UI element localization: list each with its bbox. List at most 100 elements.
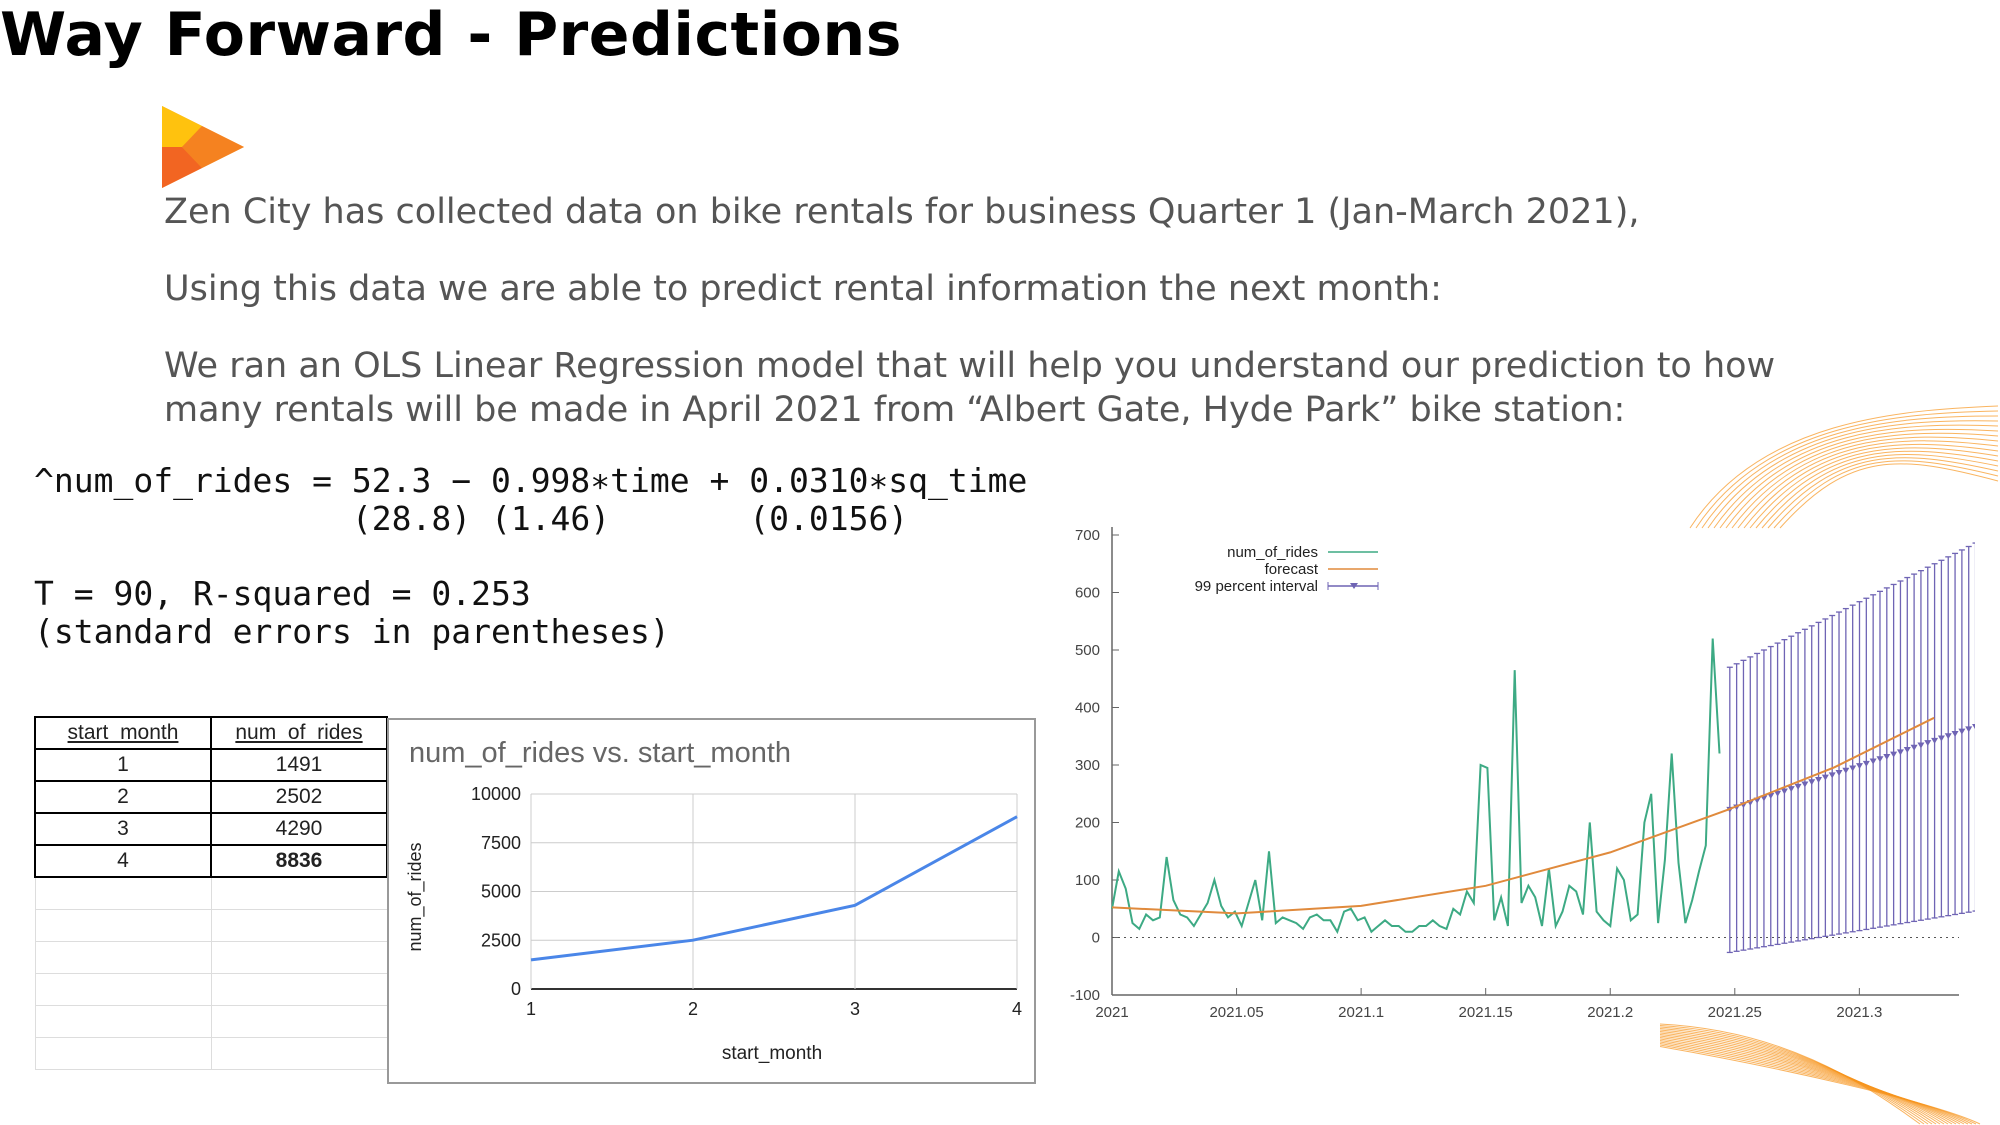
legend-label: num_of_rides: [1227, 544, 1318, 561]
series-line: [530, 815, 1018, 962]
forecast-line: [1111, 716, 1935, 915]
decorative-curve: [1660, 1043, 1973, 1125]
x-tick-label: 1: [526, 999, 536, 1019]
interval-marker: [1842, 767, 1850, 774]
empty-cell: [34, 1005, 212, 1038]
interval-marker: [1856, 763, 1864, 770]
y-tick-label: 10000: [471, 784, 521, 804]
y-tick-label: -100: [1070, 987, 1100, 1004]
decorative-curves-bottom: [1660, 1023, 1981, 1125]
decorative-curve: [1701, 415, 1999, 529]
regression-standard-errors: (28.8) (1.46) (0.0156): [34, 499, 909, 538]
interval-marker: [1896, 749, 1904, 756]
interval-marker: [1835, 770, 1843, 777]
x-tick-label: 2021: [1095, 1004, 1128, 1021]
decorative-curve: [1660, 1035, 1953, 1125]
intro-paragraph: Zen City has collected data on bike rent…: [164, 192, 1640, 232]
interval-marker: [1794, 783, 1802, 790]
decorative-curve: [1660, 1046, 1981, 1125]
decorative-curve: [1660, 1028, 1933, 1125]
decorative-curve: [1725, 432, 1999, 529]
empty-cell: [210, 1005, 388, 1038]
rides-line-chart-svg: num_of_rides vs. start_month 0 2500 5000 75…: [405, 737, 1022, 1064]
empty-cell: [34, 973, 212, 1006]
empty-cell: [210, 876, 388, 910]
decorative-curve: [1689, 405, 1999, 529]
x-axis-label: start_month: [722, 1043, 822, 1064]
interval-marker: [1774, 790, 1782, 797]
regression-stats: T = 90, R-squared = 0.253: [34, 574, 531, 613]
decorative-curve: [1660, 1032, 1945, 1125]
table-header-start-month: start_month: [34, 716, 212, 750]
slide-title: Way Forward - Predictions: [0, 0, 902, 70]
table-cell: 1: [34, 748, 212, 782]
prediction-paragraph: Using this data we are able to predict r…: [164, 269, 1442, 309]
table-empty-row: [34, 973, 388, 1006]
table-empty-row: [34, 1005, 388, 1038]
table-empty-row: [34, 1037, 388, 1070]
interval-marker: [1931, 737, 1939, 744]
interval-marker: [1910, 744, 1918, 751]
interval-marker: [1903, 747, 1911, 754]
interval-marker: [1849, 765, 1857, 772]
interval-marker: [1801, 781, 1809, 788]
decorative-curve: [1713, 424, 1999, 529]
decorative-curve: [1660, 1038, 1961, 1125]
decorative-curve: [1743, 443, 1999, 529]
y-tick-label: 2500: [481, 930, 521, 950]
table-cell: 8836: [210, 844, 388, 878]
table-empty-row: [34, 941, 388, 974]
decorative-curve: [1660, 1023, 1921, 1125]
decorative-curve: [1660, 1031, 1941, 1125]
decorative-curve: [1660, 1037, 1957, 1125]
interval-marker: [1876, 756, 1884, 763]
decorative-curve: [1660, 1025, 1925, 1125]
y-tick-label: 300: [1075, 757, 1100, 774]
y-tick-label: 100: [1075, 872, 1100, 889]
interval-marker: [1821, 774, 1829, 781]
regression-equation: ^num_of_rides = 52.3 − 0.998∗time + 0.03…: [34, 461, 1028, 500]
table-empty-row: [34, 909, 388, 942]
decorative-curve: [1695, 410, 1999, 529]
table-row: 1 1491: [34, 748, 388, 782]
table-cell: 1491: [210, 748, 388, 782]
interval-marker: [1828, 772, 1836, 779]
model-paragraph: We ran an OLS Linear Regression model th…: [164, 344, 1775, 432]
legend-label: 99 percent interval: [1195, 578, 1318, 595]
x-tick-label: 2021.05: [1209, 1004, 1263, 1021]
forecast-chart: -100 0 100 200 300 400 500 600 700 2021 2021.05 20…: [1070, 527, 1975, 1021]
x-tick-label: 2021.15: [1459, 1004, 1513, 1021]
x-tick-label: 4: [1012, 999, 1022, 1019]
empty-cell: [34, 876, 212, 910]
decorative-curve: [1660, 1026, 1929, 1125]
y-tick-label: 500: [1075, 642, 1100, 659]
interval-marker: [1937, 735, 1945, 742]
x-tick-label: 2021.2: [1587, 1004, 1633, 1021]
empty-cell: [34, 1037, 212, 1070]
table-row: 4 8836: [34, 844, 388, 878]
model-paragraph-line1: We ran an OLS Linear Regression model th…: [164, 346, 1776, 386]
interval-marker: [1883, 753, 1891, 760]
y-tick-label: 5000: [481, 882, 521, 902]
decorative-curve: [1707, 420, 1999, 529]
decorative-curve: [1719, 428, 1999, 529]
empty-cell: [210, 941, 388, 974]
interval-marker: [1780, 788, 1788, 795]
y-tick-label: 700: [1075, 527, 1100, 544]
x-tick-label: 3: [850, 999, 860, 1019]
decorative-curve: [1761, 454, 1999, 529]
model-paragraph-line2: many rentals will be made in April 2021 …: [164, 390, 1626, 430]
interval-marker: [1958, 728, 1966, 735]
interval-marker: [1862, 760, 1870, 767]
x-tick-label: 2021.25: [1708, 1004, 1762, 1021]
y-tick-label: 0: [1092, 930, 1100, 947]
table-header-row: start_month num_of_rides: [34, 716, 388, 750]
decorative-curve: [1749, 447, 1999, 529]
x-tick-label: 2: [688, 999, 698, 1019]
decorative-curve: [1660, 1040, 1965, 1125]
rides-table: start_month num_of_rides 1 1491 2 2502 3…: [34, 716, 388, 1070]
num-of-rides-line: [1111, 638, 1721, 935]
table-header-num-of-rides: num_of_rides: [210, 716, 388, 750]
decorative-curve: [1737, 440, 1999, 529]
interval-marker: [1815, 776, 1823, 783]
